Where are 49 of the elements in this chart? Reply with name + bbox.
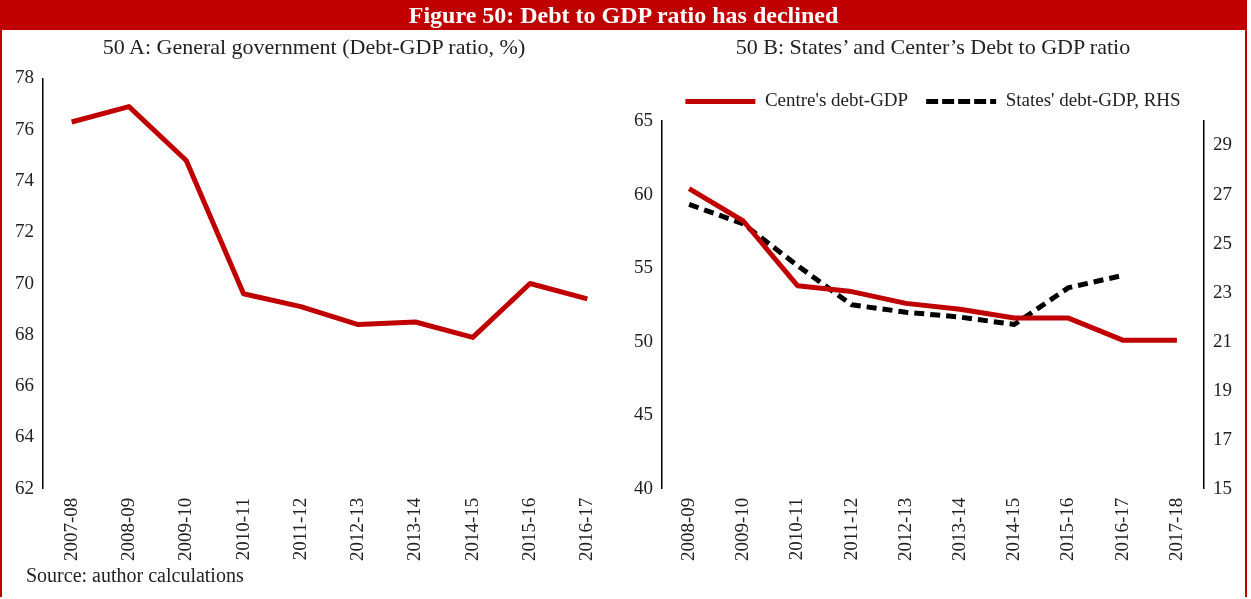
y2-tick-label: 23	[1213, 280, 1232, 302]
x-tick-label: 2016-17	[575, 497, 597, 561]
y2-tick-label: 25	[1213, 231, 1232, 253]
legend-label: Centre's debt-GDP	[764, 89, 909, 111]
y-tick-label: 76	[15, 117, 34, 139]
y-tick-label: 45	[634, 403, 653, 425]
x-tick-label: 2008-09	[116, 497, 138, 561]
y-tick-label: 60	[634, 182, 653, 204]
y-tick-label: 62	[15, 476, 34, 498]
x-tick-label: 2009-10	[731, 497, 753, 561]
x-tick-label: 2010-11	[785, 497, 807, 561]
y2-tick-label: 17	[1213, 427, 1232, 449]
x-tick-label: 2014-15	[460, 497, 482, 561]
y2-tick-label: 27	[1213, 182, 1232, 204]
legend-label: States' debt-GDP, RHS	[1005, 89, 1181, 111]
chart-title: Figure 50: Debt to GDP ratio has declined	[2, 0, 1245, 30]
y-tick-label: 66	[15, 374, 34, 396]
chart-subtitle: 50 B: States’ and Center’s Debt to GDP ratio	[734, 34, 1132, 61]
y-tick-label: 65	[634, 108, 653, 130]
x-tick-label: 2007-08	[59, 497, 81, 561]
x-tick-label: 2012-13	[893, 497, 915, 561]
y-tick-label: 50	[634, 329, 653, 351]
y2-tick-label: 19	[1213, 378, 1232, 400]
x-tick-label: 2013-14	[403, 497, 425, 561]
y-tick-label: 68	[15, 322, 34, 344]
x-tick-label: 2015-16	[1056, 497, 1078, 561]
y2-tick-label: 29	[1213, 133, 1232, 155]
y-tick-label: 64	[15, 425, 35, 447]
x-tick-label: 2010-11	[231, 497, 253, 561]
y-tick-label: 70	[15, 271, 34, 293]
y-tick-label: 78	[15, 66, 34, 88]
x-tick-label: 2011-12	[839, 497, 861, 561]
x-tick-label: 2017-18	[1164, 497, 1186, 561]
y2-tick-label: 15	[1213, 476, 1232, 498]
x-tick-label: 2014-15	[1002, 497, 1024, 561]
y-tick-label: 72	[15, 220, 34, 242]
x-tick-label: 2011-12	[288, 497, 310, 561]
x-tick-label: 2015-16	[518, 497, 540, 561]
x-tick-label: 2013-14	[948, 497, 970, 561]
y-tick-label: 40	[634, 476, 653, 498]
chart-subtitle: 50 A: General government (Debt-GDP ratio, %)	[101, 34, 527, 61]
x-tick-label: 2008-09	[677, 497, 699, 561]
x-tick-label: 2016-17	[1110, 497, 1132, 561]
y-tick-label: 55	[634, 256, 653, 278]
x-tick-label: 2012-13	[346, 497, 368, 561]
y2-tick-label: 21	[1213, 329, 1232, 351]
x-tick-label: 2009-10	[174, 497, 196, 561]
source-note: Source: author calculations	[25, 564, 245, 587]
y-tick-label: 74	[15, 168, 35, 190]
